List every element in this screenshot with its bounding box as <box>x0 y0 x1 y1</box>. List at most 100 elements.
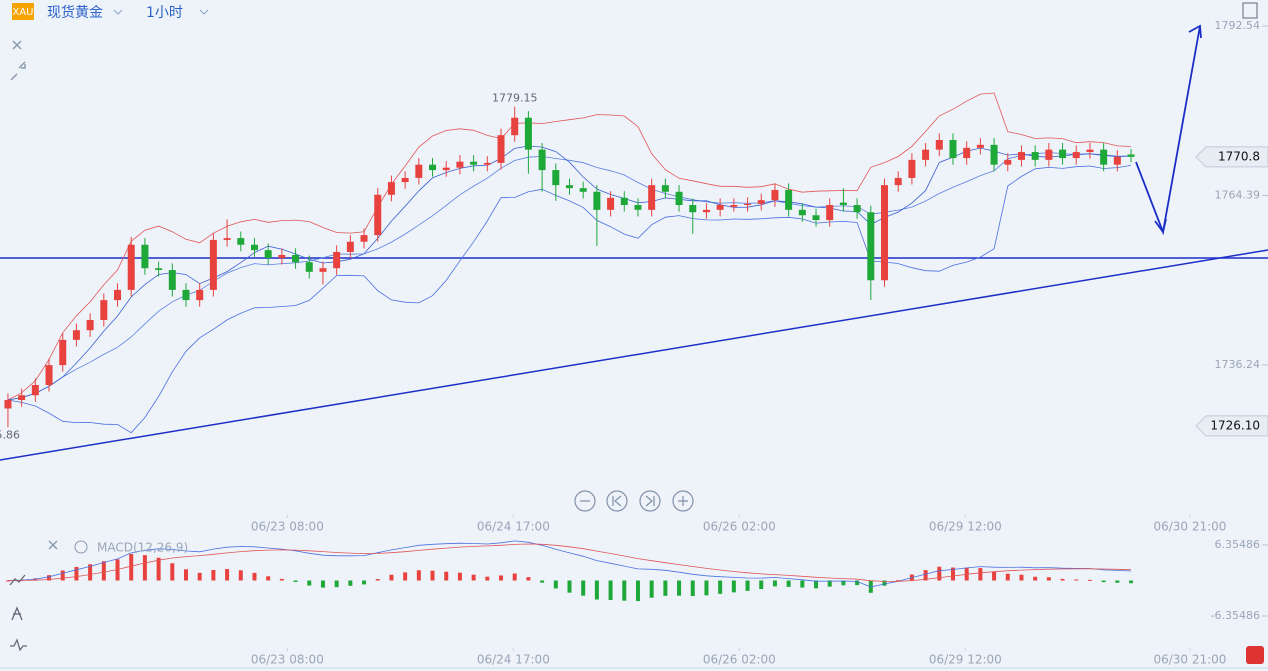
candle-body <box>4 400 12 409</box>
macd-bar <box>88 564 93 581</box>
macd-bar <box>608 580 613 601</box>
macd-bar <box>1087 579 1092 581</box>
macd-bar <box>814 580 819 589</box>
dropdown-arrow[interactable] <box>199 9 209 15</box>
macd-bar <box>1019 574 1024 581</box>
candle-body <box>45 365 53 385</box>
candle-body <box>209 239 217 290</box>
candle-body <box>456 161 464 168</box>
candle-body <box>333 251 341 269</box>
candle-body <box>100 300 108 320</box>
candle-body <box>278 254 286 258</box>
candle-body <box>237 238 245 245</box>
macd-bar <box>170 563 175 581</box>
arrowhead <box>1154 24 1202 235</box>
corner-icon[interactable] <box>1246 646 1264 664</box>
macd-bar <box>320 580 325 588</box>
interval[interactable]: 1小时 <box>146 5 183 21</box>
close-icon[interactable] <box>12 40 22 50</box>
candle-body <box>716 205 724 210</box>
candle-body <box>415 164 423 178</box>
macd-bar <box>430 570 435 581</box>
macd-bar <box>635 580 640 602</box>
macd-bar <box>594 580 599 600</box>
macd-bar <box>348 580 353 586</box>
dropdown-arrow[interactable] <box>113 9 123 15</box>
macd-bar <box>841 580 846 586</box>
candle-body <box>579 188 587 192</box>
macd-bar <box>293 580 298 582</box>
macd-bar <box>553 580 558 589</box>
candle-body <box>401 177 409 183</box>
candle-body <box>360 235 368 242</box>
step-forward[interactable] <box>639 490 661 512</box>
candle-body <box>114 289 122 301</box>
candle-body <box>922 149 930 160</box>
candle-body <box>1031 152 1039 160</box>
candle-body <box>963 147 971 159</box>
candle-body <box>798 209 806 216</box>
candle-body <box>497 135 505 163</box>
candle-body <box>346 241 354 252</box>
settings-icon[interactable] <box>74 540 88 554</box>
candle-body <box>552 170 560 186</box>
macd-bar <box>211 569 216 581</box>
candle-body <box>1127 154 1135 157</box>
macd-bar <box>334 580 339 588</box>
macd-bar <box>1033 576 1038 581</box>
candle-body <box>702 209 710 213</box>
candle-body <box>565 185 573 189</box>
zoom-out[interactable] <box>574 490 596 512</box>
candle-body <box>18 395 26 401</box>
price-tag <box>1195 415 1268 437</box>
symbol[interactable]: 现货黄金 <box>47 4 103 21</box>
zoom-in[interactable] <box>672 490 694 512</box>
candle-body <box>483 162 491 165</box>
macd-bar <box>923 570 928 581</box>
step-back[interactable] <box>606 490 628 512</box>
macd-bar <box>307 580 312 586</box>
macd-bar <box>1129 580 1134 584</box>
macd-bar <box>759 580 764 590</box>
candle-body <box>1100 149 1108 165</box>
plot: 1779.15 1725.86 1792.54 1764.39 1736.24 1770.… <box>0 19 1268 667</box>
candle-body <box>470 161 478 165</box>
candle-body <box>648 185 656 210</box>
macd-bar <box>731 580 736 593</box>
macd-bar <box>772 580 777 587</box>
candle-body <box>292 254 300 263</box>
macd-bar <box>416 570 421 581</box>
candle-body <box>305 262 313 272</box>
macd-bar <box>5 580 10 582</box>
macd-bar <box>485 576 490 581</box>
collapse-icon[interactable] <box>10 61 26 81</box>
candle-body <box>689 205 697 213</box>
x-tick-label: 06/29 12:00 <box>929 653 1002 667</box>
candle-body <box>1072 152 1080 159</box>
macd-bar <box>1005 573 1010 581</box>
boll-upper <box>7 92 1132 401</box>
macd-bar <box>74 566 79 581</box>
macd-bar <box>129 554 134 581</box>
candle-body <box>634 205 642 210</box>
candle-body <box>374 194 382 236</box>
trend-line[interactable] <box>0 249 1268 461</box>
toolbar-icons[interactable] <box>9 574 27 652</box>
macd-bar <box>279 578 284 581</box>
candle-body <box>935 140 943 150</box>
macd-bar <box>389 574 394 581</box>
panel-icon[interactable] <box>1242 2 1258 19</box>
candle-body <box>196 289 204 301</box>
candle-body <box>661 185 669 192</box>
candle-body <box>182 289 190 301</box>
macd-bar <box>457 572 462 581</box>
macd-bar <box>197 572 202 581</box>
boll-mid <box>7 152 1132 401</box>
candle-body <box>826 205 834 221</box>
x-tick-label: 06/29 12:00 <box>929 520 1002 534</box>
candle-body <box>141 244 149 269</box>
symbol-badge[interactable] <box>12 3 34 20</box>
close-macd[interactable] <box>48 540 58 550</box>
price-tag-label: 1770.8 <box>1218 149 1260 163</box>
candle-body <box>155 268 163 271</box>
